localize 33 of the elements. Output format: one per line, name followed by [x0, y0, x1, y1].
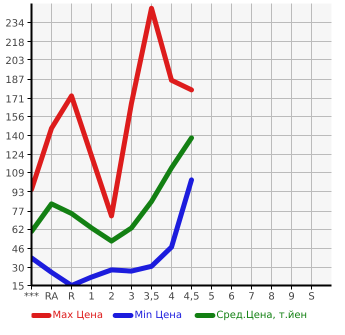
y-tick-label: 77 — [12, 207, 25, 218]
legend-label: Max Цена — [52, 310, 103, 321]
x-tick-label: 5 — [208, 292, 215, 302]
y-tick-label: 109 — [5, 168, 25, 180]
y-tick-label: 46 — [12, 244, 25, 256]
x-tick-label: 6 — [228, 292, 235, 302]
x-tick-label: 4,5 — [184, 292, 200, 302]
x-tick-label: 1 — [88, 292, 95, 302]
y-tick-label: 218 — [5, 38, 25, 49]
legend-label: Сред.Цена, т.йен — [216, 310, 308, 321]
x-tick-label: R — [68, 292, 76, 302]
y-tick-label: 62 — [12, 225, 25, 236]
x-tick-label: 9 — [288, 292, 295, 302]
x-tick-label: 8 — [268, 292, 275, 302]
y-tick-label: 234 — [5, 18, 25, 30]
x-tick-label: 3,5 — [144, 292, 160, 302]
y-tick-label: 156 — [5, 112, 25, 124]
y-tick-label: 93 — [12, 188, 25, 199]
x-tick-label: 4 — [168, 292, 175, 302]
y-tick-label: 203 — [5, 56, 25, 67]
y-tick-label: 30 — [12, 264, 25, 274]
legend-label: Min Цена — [134, 310, 182, 321]
x-tick-label: 3 — [128, 292, 135, 302]
x-tick-label: RA — [44, 292, 58, 302]
x-tick-label: S — [308, 292, 315, 302]
y-tick-label: 15 — [12, 282, 25, 292]
y-tick-label: 171 — [5, 94, 25, 106]
x-tick-label: 7 — [248, 292, 255, 302]
y-tick-label: 124 — [5, 150, 25, 162]
x-tick-label: 2 — [108, 292, 115, 302]
x-tick-label: *** — [24, 292, 39, 302]
y-tick-label: 140 — [5, 132, 25, 142]
y-tick-label: 187 — [5, 75, 25, 86]
